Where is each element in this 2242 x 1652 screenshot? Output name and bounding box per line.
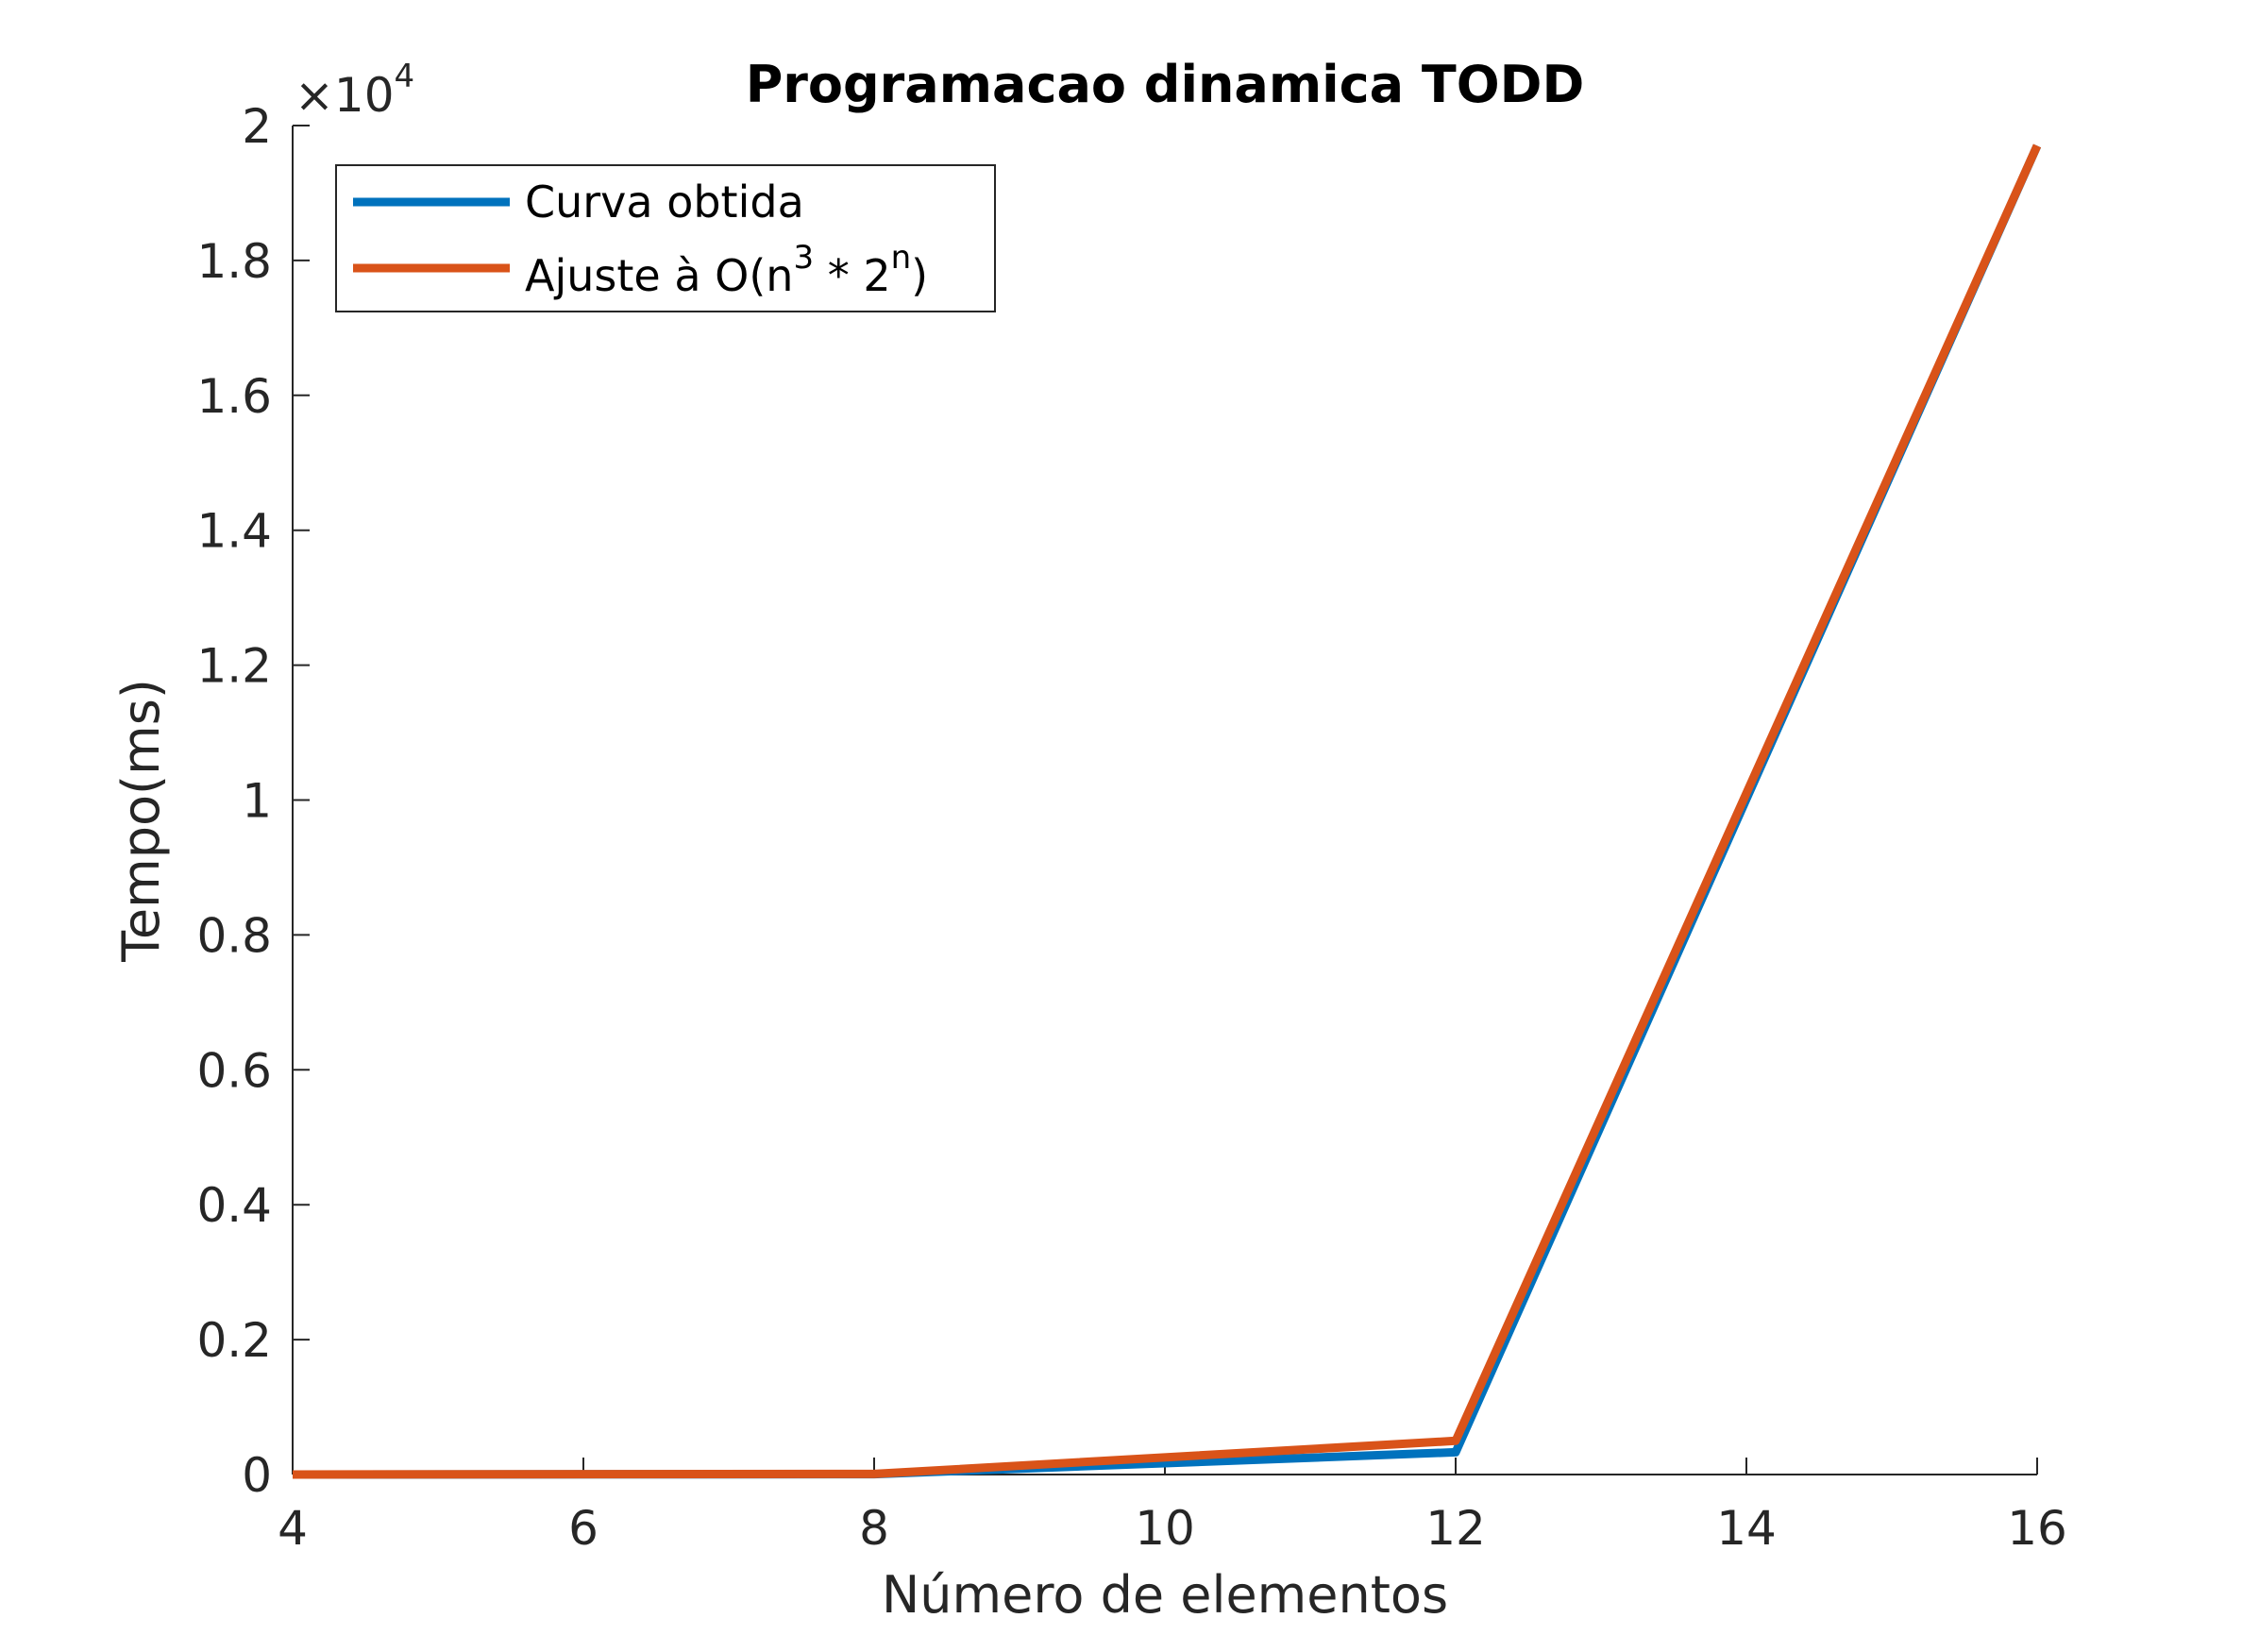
x-tick-label: 14	[1716, 1501, 1777, 1556]
x-tick-label: 4	[278, 1501, 308, 1556]
legend-box	[335, 164, 996, 312]
x-tick-label: 16	[2007, 1501, 2067, 1556]
y-tick-label: 2	[242, 99, 272, 154]
y-tick-label: 1.4	[196, 504, 272, 559]
y-tick-label: 0.6	[196, 1043, 272, 1098]
y-tick-label: 0.8	[196, 908, 272, 963]
x-tick-label: 10	[1135, 1501, 1195, 1556]
y-tick-label: 1.6	[196, 369, 272, 424]
y-tick-label: 0.2	[196, 1313, 272, 1368]
y-exponent-label: ×104	[295, 58, 414, 123]
x-axis-label: Número de elementos	[882, 1565, 1448, 1625]
x-tick-label: 8	[859, 1501, 889, 1556]
y-tick-label: 0.4	[196, 1178, 272, 1233]
y-axis-label: Tempo(ms)	[111, 679, 171, 963]
y-tick-label: 1.8	[196, 234, 272, 289]
series-lines	[292, 143, 2042, 1479]
y-tick-labels: 0 0.2 0.4 0.6 0.8 1 1.2 1.4 1.6 1.8 2	[196, 99, 272, 1503]
x-tick-label: 12	[1425, 1501, 1486, 1556]
series-line-ajuste	[292, 143, 2042, 1479]
legend-label-curva-obtida: Curva obtida	[525, 177, 804, 228]
legend-label-ajuste: Ajuste à O(n3 * 2n)	[525, 239, 928, 301]
legend: Curva obtida Ajuste à O(n3 * 2n)	[335, 164, 996, 312]
x-tick-labels: 4 6 8 10 12 14 16	[278, 1501, 2067, 1556]
x-tick-label: 6	[568, 1501, 598, 1556]
y-tick-label: 0	[242, 1448, 272, 1503]
y-tick-label: 1.2	[196, 639, 272, 694]
y-tick-label: 1	[242, 774, 272, 829]
chart-title: Programacao dinamica TODD	[746, 55, 1585, 114]
